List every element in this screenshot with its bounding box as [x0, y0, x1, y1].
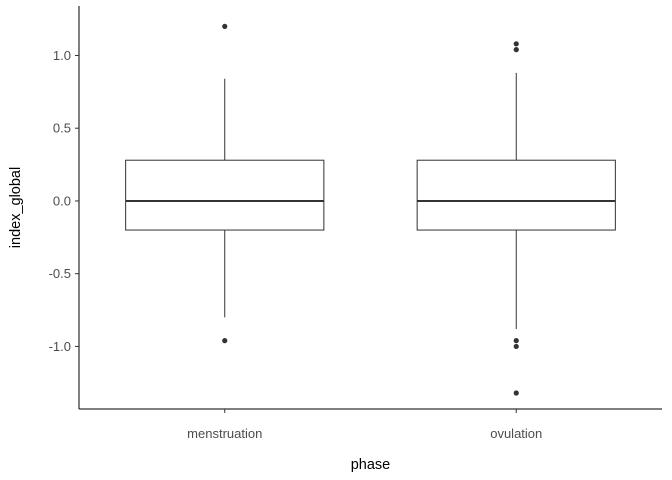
x-axis-ticks: menstruation ovulation [187, 409, 542, 441]
box-ovulation [416, 41, 616, 396]
y-tick-label: 0.0 [53, 193, 71, 208]
outlier-point [513, 47, 519, 53]
interquartile-box [416, 159, 616, 231]
y-tick-label: 0.5 [53, 121, 71, 136]
outlier-point [513, 343, 519, 350]
y-axis-title: index_global [8, 167, 24, 248]
outlier-point [513, 41, 519, 47]
interquartile-box [125, 159, 325, 231]
box-menstruation [125, 23, 325, 344]
outlier-point [513, 390, 519, 396]
x-tick-label: menstruation [187, 426, 262, 441]
y-axis-ticks: -1.0 -0.5 0.0 0.5 1.0 [49, 48, 79, 354]
y-tick-label: 1.0 [53, 48, 71, 63]
y-tick-label: -1.0 [49, 339, 71, 354]
x-tick-label: ovulation [490, 426, 542, 441]
plot-area [125, 23, 616, 396]
outlier-point [222, 23, 228, 29]
x-axis-title: phase [351, 457, 391, 473]
outlier-point [222, 338, 228, 344]
y-tick-label: -0.5 [49, 266, 71, 281]
outlier-point [513, 338, 519, 344]
